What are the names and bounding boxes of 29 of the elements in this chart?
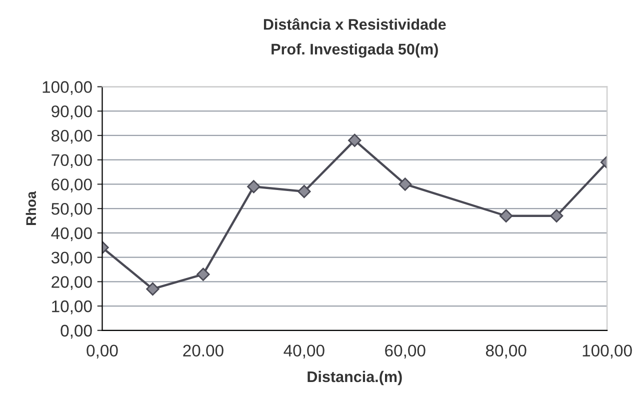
point [247, 180, 260, 194]
x-tick-label: 100,00 [582, 344, 632, 358]
point [348, 134, 362, 147]
point [146, 282, 160, 296]
y-tick-label: 50,00 [51, 202, 92, 217]
x-tick-label: 20.00 [183, 344, 224, 357]
y-tick-label: 90,00 [52, 106, 92, 120]
point [298, 184, 311, 198]
x-tick-label: 0,00 [86, 344, 118, 358]
y-tick-label: 20,00 [52, 276, 92, 290]
y-tick-label: 100,00 [42, 81, 92, 95]
y-tick-label: 0,00 [60, 324, 92, 339]
y-axis-title: Rhoa [26, 191, 36, 225]
chart-subtitle: Prof. Investigada 50(m) [272, 43, 438, 58]
y-tick-label: 10,00 [52, 300, 92, 314]
y-tick-label: 80,00 [52, 130, 92, 144]
x-tick-label: 40,00 [284, 344, 324, 358]
chart-title: Distância x Resistividade [264, 18, 446, 30]
point [500, 209, 513, 222]
point [550, 209, 564, 222]
x-axis-title: Distancia.(m) [308, 370, 402, 386]
y-tick-label: 30,00 [51, 252, 92, 266]
point [398, 178, 412, 191]
x-tick-label: 60,00 [385, 344, 426, 358]
y-tick-label: 70,00 [52, 154, 92, 168]
point [196, 268, 210, 281]
y-tick-label: 60,00 [52, 178, 92, 192]
y-tick-label: 40,00 [51, 227, 92, 242]
x-tick-label: 80,00 [486, 344, 526, 358]
